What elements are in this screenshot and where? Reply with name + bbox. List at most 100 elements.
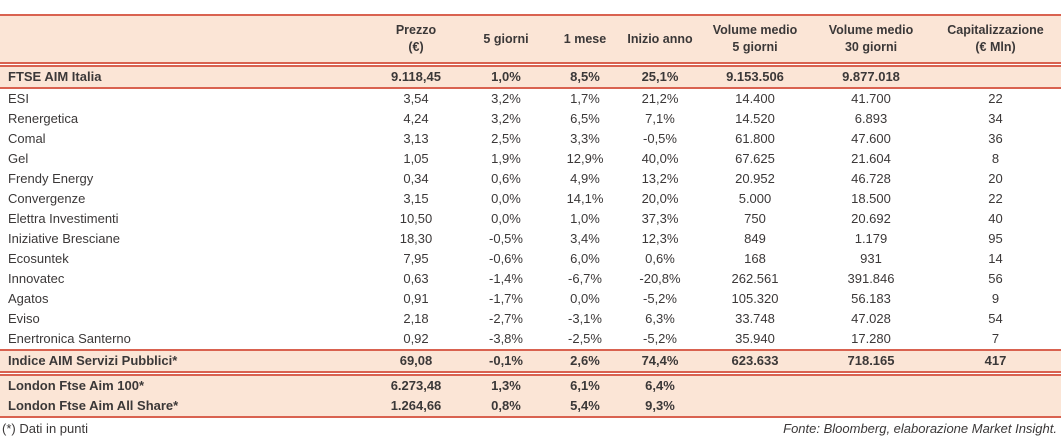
cell-volume-medio-30: 56.183: [851, 291, 891, 306]
cell-inizio-anno: -5,2%: [643, 291, 677, 306]
cell-1-mese: 2,6%: [570, 353, 600, 368]
cell-capitalizzazione: 22: [988, 191, 1003, 206]
header-line: 30 giorni: [844, 40, 898, 54]
cell-name: Innovatec: [8, 271, 65, 286]
header-5-giorni: 5 giorni: [464, 15, 548, 63]
table-row-stock: Elettra Investimenti 10,50 0,0% 1,0% 37,…: [0, 209, 1061, 229]
table-row-stock: Eviso 2,18 -2,7% -3,1% 6,3% 33.748 47.02…: [0, 309, 1061, 329]
cell-inizio-anno: 74,4%: [641, 353, 679, 368]
cell-5-giorni: -0,5%: [489, 231, 523, 246]
cell-5-giorni: 0,6%: [491, 171, 521, 186]
cell-volume-medio-30: 9.877.018: [842, 69, 900, 84]
cell-1-mese: 0,0%: [570, 291, 600, 306]
cell-1-mese: 4,9%: [570, 171, 600, 186]
cell-volume-medio-5: [698, 396, 812, 417]
cell-inizio-anno: 20,0%: [641, 191, 679, 206]
cell-volume-medio-30: 718.165: [847, 353, 895, 368]
cell-capitalizzazione: 417: [984, 353, 1007, 368]
cell-volume-medio-5: 849: [744, 231, 766, 246]
cell-prezzo: 1.264,66: [390, 398, 442, 413]
cell-name: Agatos: [8, 291, 49, 306]
cell-5-giorni: -1,7%: [489, 291, 523, 306]
cell-prezzo: 3,13: [403, 131, 429, 146]
header-inizio-anno: Inizio anno: [622, 15, 698, 63]
cell-inizio-anno: 0,6%: [645, 251, 675, 266]
table-row-stock: Innovatec 0,63 -1,4% -6,7% -20,8% 262.56…: [0, 269, 1061, 289]
cell-volume-medio-5: 67.625: [735, 151, 775, 166]
cell-1-mese: 6,1%: [570, 378, 600, 393]
cell-1-mese: 8,5%: [570, 69, 600, 84]
cell-prezzo: 10,50: [399, 211, 433, 226]
header-line: (€ Mln): [975, 40, 1016, 54]
cell-inizio-anno: 9,3%: [645, 398, 675, 413]
section-gap: [0, 372, 1061, 375]
table-row-stock: Convergenze 3,15 0,0% 14,1% 20,0% 5.000 …: [0, 189, 1061, 209]
cell-inizio-anno: 6,4%: [645, 378, 675, 393]
cell-prezzo: 0,63: [403, 271, 429, 286]
cell-prezzo: 2,18: [403, 311, 429, 326]
cell-capitalizzazione: 56: [988, 271, 1003, 286]
cell-5-giorni: 0,0%: [491, 211, 521, 226]
cell-5-giorni: 2,5%: [491, 131, 521, 146]
cell-capitalizzazione: 54: [988, 311, 1003, 326]
table-row-stock: Gel 1,05 1,9% 12,9% 40,0% 67.625 21.604 …: [0, 149, 1061, 169]
table-row-stock: Renergetica 4,24 3,2% 6,5% 7,1% 14.520 6…: [0, 109, 1061, 129]
cell-capitalizzazione: 40: [988, 211, 1003, 226]
cell-name: Frendy Energy: [8, 171, 94, 186]
table-footer: (*) Dati in punti Fonte: Bloomberg, elab…: [0, 418, 1061, 436]
cell-inizio-anno: 25,1%: [641, 69, 679, 84]
aim-italia-table: Prezzo (€) 5 giorni 1 mese Inizio anno V…: [0, 14, 1061, 418]
cell-capitalizzazione: 95: [988, 231, 1003, 246]
cell-name: London Ftse Aim All Share*: [8, 398, 179, 413]
table-row-stock: ESI 3,54 3,2% 1,7% 21,2% 14.400 41.700 2…: [0, 88, 1061, 109]
cell-name: Indice AIM Servizi Pubblici*: [8, 353, 178, 368]
cell-name: Ecosuntek: [8, 251, 69, 266]
cell-1-mese: 1,7%: [570, 91, 600, 106]
cell-inizio-anno: -20,8%: [639, 271, 681, 286]
cell-1-mese: 6,5%: [570, 111, 600, 126]
cell-name: Eviso: [8, 311, 40, 326]
table-row-stock: Frendy Energy 0,34 0,6% 4,9% 13,2% 20.95…: [0, 169, 1061, 189]
footnote-dati-in-punti: (*) Dati in punti: [2, 421, 88, 436]
cell-volume-medio-5: 750: [744, 211, 766, 226]
cell-1-mese: 5,4%: [570, 398, 600, 413]
section-gap: [0, 63, 1061, 66]
cell-inizio-anno: -0,5%: [643, 131, 677, 146]
cell-name: Convergenze: [8, 191, 86, 206]
table-row-stock: Ecosuntek 7,95 -0,6% 6,0% 0,6% 168 931 1…: [0, 249, 1061, 269]
cell-1-mese: 3,4%: [570, 231, 600, 246]
cell-prezzo: 3,15: [403, 191, 429, 206]
cell-name: Gel: [8, 151, 29, 166]
cell-name: London Ftse Aim 100*: [8, 378, 145, 393]
table-row-london-ftse-aim-all-share: London Ftse Aim All Share* 1.264,66 0,8%…: [0, 396, 1061, 417]
cell-inizio-anno: 13,2%: [641, 171, 679, 186]
header-prezzo: Prezzo (€): [368, 15, 464, 63]
cell-inizio-anno: 6,3%: [645, 311, 675, 326]
cell-volume-medio-30: [812, 375, 930, 396]
cell-volume-medio-5: 5.000: [738, 191, 772, 206]
cell-volume-medio-30: 21.604: [851, 151, 891, 166]
cell-capitalizzazione: 22: [988, 91, 1003, 106]
cell-5-giorni: -1,4%: [489, 271, 523, 286]
cell-capitalizzazione: [930, 396, 1061, 417]
header-line: 1 mese: [563, 31, 607, 46]
cell-capitalizzazione: 9: [991, 291, 1000, 306]
cell-name: ESI: [8, 91, 29, 106]
header-volume-medio-5-giorni: Volume medio 5 giorni: [698, 15, 812, 63]
table-row-ftse-aim-italia: FTSE AIM Italia 9.118,45 1,0% 8,5% 25,1%…: [0, 66, 1061, 88]
cell-volume-medio-30: 46.728: [851, 171, 891, 186]
cell-5-giorni: -0,1%: [489, 353, 523, 368]
cell-volume-medio-30: 6.893: [854, 111, 888, 126]
cell-prezzo: 0,34: [403, 171, 429, 186]
cell-1-mese: -3,1%: [568, 311, 602, 326]
cell-name: Renergetica: [8, 111, 79, 126]
cell-prezzo: 1,05: [403, 151, 429, 166]
header-1-mese: 1 mese: [548, 15, 622, 63]
cell-5-giorni: -0,6%: [489, 251, 523, 266]
cell-volume-medio-5: 623.633: [731, 353, 779, 368]
cell-inizio-anno: 12,3%: [641, 231, 679, 246]
cell-name: Iniziative Bresciane: [8, 231, 120, 246]
cell-5-giorni: 0,0%: [491, 191, 521, 206]
source-note: Fonte: Bloomberg, elaborazione Market In…: [783, 421, 1057, 436]
cell-prezzo: 3,54: [403, 91, 429, 106]
